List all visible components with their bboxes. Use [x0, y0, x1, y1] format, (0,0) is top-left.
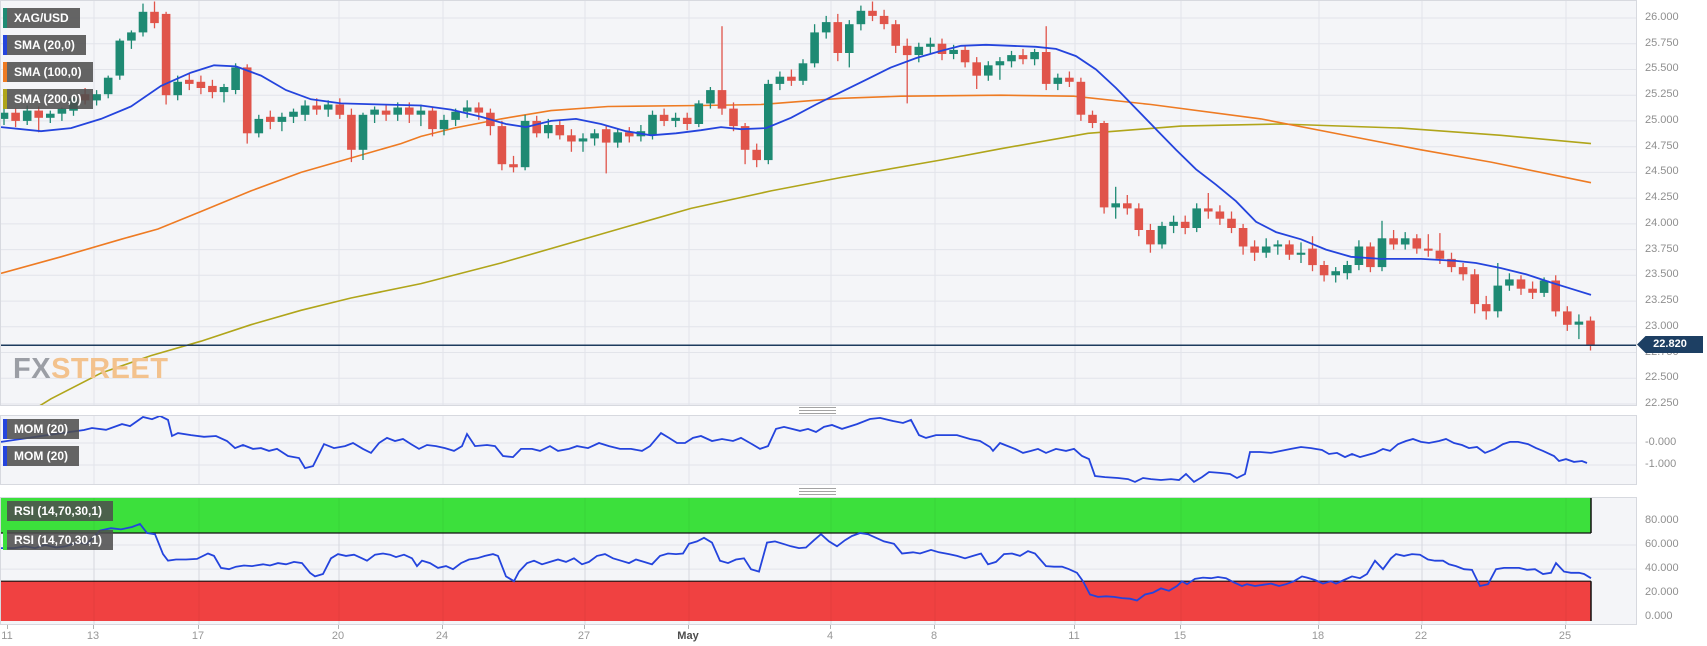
time-axis-tick — [830, 625, 831, 629]
legend-color-bar — [3, 89, 7, 109]
time-axis-tick — [1421, 625, 1422, 629]
price-axis-label: 25.750 — [1645, 36, 1679, 49]
time-axis-label: 22 — [1414, 630, 1428, 642]
momentum-pane[interactable] — [0, 415, 1637, 485]
legend-color-bar — [3, 419, 7, 439]
rsi-axis-label: 0.000 — [1645, 610, 1673, 623]
time-axis-label: 11 — [1, 630, 13, 642]
price-axis-label: 24.500 — [1645, 165, 1679, 178]
time-axis-label: 11 — [1068, 630, 1080, 642]
legend-label: RSI (14,70,30,1) — [7, 501, 114, 521]
legend-color-bar — [3, 62, 7, 82]
legend-color-bar — [3, 8, 7, 28]
fxstreet-watermark: FXSTREET — [13, 353, 168, 386]
legend-color-bar — [3, 446, 7, 466]
price-axis-label: 25.500 — [1645, 62, 1679, 75]
watermark-street: STREET — [51, 353, 169, 385]
time-axis-label: 27 — [577, 630, 591, 642]
legend-color-bar — [3, 35, 7, 55]
price-axis-label: 23.250 — [1645, 294, 1679, 307]
legend-label: SMA (20,0) — [7, 35, 86, 55]
time-axis-tick — [198, 625, 199, 629]
price-pane-canvas[interactable] — [1, 1, 1636, 405]
time-axis-tick — [584, 625, 585, 629]
time-axis-tick — [7, 625, 8, 629]
price-axis-label: 23.000 — [1645, 319, 1679, 332]
price-axis-label: 23.750 — [1645, 242, 1679, 255]
price-axis-label: 24.000 — [1645, 216, 1679, 229]
price-axis-label: 25.000 — [1645, 113, 1679, 126]
price-axis-label: 22.250 — [1645, 396, 1679, 409]
legend-symbol[interactable]: XAG/USD — [3, 8, 80, 28]
legend-label: RSI (14,70,30,1) — [7, 530, 114, 550]
watermark-fx: FX — [13, 353, 52, 385]
time-axis-label: 13 — [86, 630, 100, 642]
time-axis-label: 17 — [191, 630, 205, 642]
legend-color-bar — [3, 501, 7, 521]
momentum-axis-label: -1.000 — [1645, 458, 1677, 470]
legend-rsi-2[interactable]: RSI (14,70,30,1) — [3, 530, 114, 550]
price-axis-label: 22.500 — [1645, 371, 1679, 384]
legend-mom-2[interactable]: MOM (20) — [3, 446, 79, 466]
legend-sma20[interactable]: SMA (20,0) — [3, 35, 86, 55]
time-axis-label: 8 — [930, 630, 938, 642]
rsi-pane[interactable] — [0, 497, 1637, 625]
time-axis-label: 20 — [331, 630, 345, 642]
current-price-badge: 22.820 — [1637, 336, 1703, 353]
time-axis-tick — [934, 625, 935, 629]
time-axis-tick — [338, 625, 339, 629]
legend-color-bar — [3, 530, 7, 550]
pane-resize-handle-1[interactable] — [799, 407, 836, 414]
time-axis-tick — [1318, 625, 1319, 629]
rsi-axis-label: 60.000 — [1645, 538, 1679, 551]
momentum-pane-canvas[interactable] — [1, 416, 1636, 484]
time-axis-label: 18 — [1311, 630, 1325, 642]
rsi-axis-label: 80.000 — [1645, 513, 1679, 526]
price-axis-label: 24.250 — [1645, 191, 1679, 204]
price-axis-label: 23.500 — [1645, 268, 1679, 281]
price-axis[interactable]: 22.820 26.000 25.750 25.500 25.250 25.000 24.… — [1637, 0, 1707, 625]
rsi-pane-canvas[interactable] — [1, 498, 1636, 624]
legend-label: SMA (100,0) — [7, 62, 93, 82]
legend-sma200[interactable]: SMA (200,0) — [3, 89, 93, 109]
time-axis-tick — [442, 625, 443, 629]
time-axis[interactable]: 11 13 17 20 24 27 May 4 8 11 15 18 22 25 — [0, 625, 1637, 646]
legend-sma100[interactable]: SMA (100,0) — [3, 62, 93, 82]
rsi-axis-label: 40.000 — [1645, 562, 1679, 575]
time-axis-tick — [1074, 625, 1075, 629]
time-axis-label: 15 — [1173, 630, 1187, 642]
time-axis-label: 25 — [1558, 630, 1572, 642]
time-axis-tick — [1565, 625, 1566, 629]
time-axis-label: 24 — [435, 630, 449, 642]
time-axis-tick — [93, 625, 94, 629]
price-axis-label: 26.000 — [1645, 11, 1679, 23]
pane-resize-handle-2[interactable] — [799, 488, 836, 495]
legend-rsi-1[interactable]: RSI (14,70,30,1) — [3, 501, 114, 521]
price-axis-label: 24.750 — [1645, 139, 1679, 152]
price-pane[interactable] — [0, 0, 1637, 406]
rsi-axis-label: 20.000 — [1645, 586, 1679, 599]
time-axis-label: 4 — [826, 630, 834, 642]
time-axis-tick — [1180, 625, 1181, 629]
legend-label: MOM (20) — [7, 446, 79, 466]
time-axis-tick — [688, 625, 689, 629]
legend-label: MOM (20) — [7, 419, 79, 439]
price-axis-label: 25.250 — [1645, 88, 1679, 101]
legend-label: SMA (200,0) — [7, 89, 93, 109]
momentum-axis-label: -0.000 — [1645, 436, 1677, 448]
legend-mom-1[interactable]: MOM (20) — [3, 419, 79, 439]
time-axis-label: May — [677, 630, 699, 642]
legend-label: XAG/USD — [7, 8, 80, 28]
